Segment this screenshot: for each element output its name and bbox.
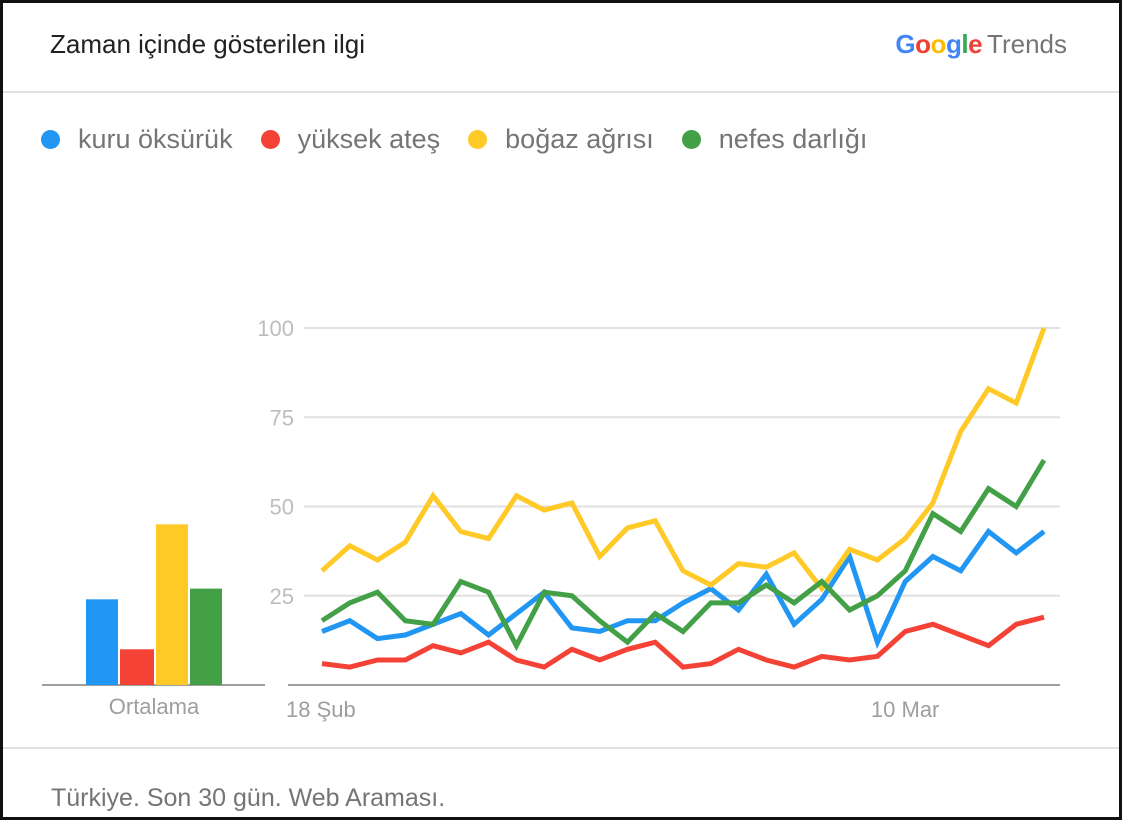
legend-dot-icon xyxy=(468,130,488,149)
trends-wordmark: Trends xyxy=(987,29,1067,59)
google-letter: l xyxy=(961,29,969,59)
average-bar[interactable] xyxy=(156,524,188,685)
card-header: Zaman içinde gösterilen ilgi Google Tren… xyxy=(3,3,1119,93)
series-line[interactable] xyxy=(320,327,1047,593)
legend-dot-icon xyxy=(41,130,60,149)
legend-label: yüksek ateş xyxy=(297,124,441,154)
y-tick-label: 25 xyxy=(270,584,294,609)
legend-label: kuru öksürük xyxy=(78,124,233,154)
google-letter: o xyxy=(930,29,947,59)
trends-card: Zaman içinde gösterilen ilgi Google Tren… xyxy=(3,3,1119,817)
google-trends-logo[interactable]: Google Trends xyxy=(895,29,1067,60)
google-letter: o xyxy=(915,29,931,59)
y-tick-label: 75 xyxy=(270,405,294,430)
legend-label: nefes darlığı xyxy=(718,124,868,154)
x-tick-label: 10 Mar xyxy=(871,697,939,722)
legend-item[interactable]: nefes darlığı xyxy=(681,124,868,155)
google-letter: e xyxy=(968,29,983,59)
y-tick-label: 100 xyxy=(257,316,294,341)
average-bar[interactable] xyxy=(86,599,118,685)
legend-dot-icon xyxy=(681,130,701,149)
series-line[interactable] xyxy=(321,527,1046,650)
google-letter: G xyxy=(895,29,916,59)
footer-caption: Türkiye. Son 30 gün. Web Araması. xyxy=(51,784,446,812)
google-letter: g xyxy=(945,29,962,59)
series-line[interactable] xyxy=(321,614,1045,670)
legend-label: boğaz ağrısı xyxy=(505,124,654,154)
x-tick-label: 18 Şub xyxy=(286,697,356,722)
series-line[interactable] xyxy=(320,458,1047,652)
y-tick-label: 50 xyxy=(270,495,294,520)
chart-legend: kuru öksürük yüksek ateş boğaz ağrısı nefes… xyxy=(41,124,895,155)
footer-divider xyxy=(3,747,1119,749)
google-wordmark: Google xyxy=(895,29,982,60)
legend-item[interactable]: yüksek ateş xyxy=(260,124,441,155)
average-label: Ortalama xyxy=(109,694,200,719)
legend-item[interactable]: kuru öksürük xyxy=(41,124,233,155)
legend-item[interactable]: boğaz ağrısı xyxy=(468,124,654,155)
interest-over-time-chart[interactable]: 25 50 75 100 18 Şub 10 Mar Ortalama xyxy=(3,3,1119,747)
average-bar[interactable] xyxy=(120,649,154,685)
average-bar[interactable] xyxy=(190,588,222,685)
legend-dot-icon xyxy=(260,130,280,149)
chart-title: Zaman içinde gösterilen ilgi xyxy=(50,29,366,59)
